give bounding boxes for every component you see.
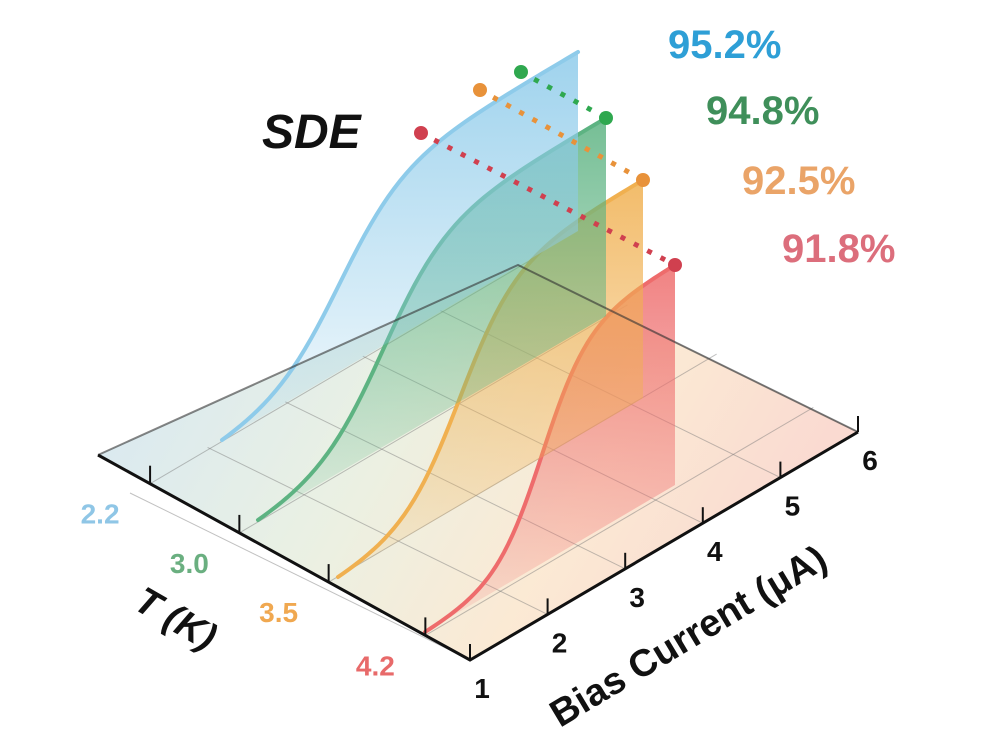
curves (220, 50, 677, 634)
sde-label-4.2: 91.8% (782, 227, 895, 271)
dotted-connector-4.2 (419, 130, 677, 268)
marker-dot (599, 111, 613, 125)
x-tick-label: 5 (785, 491, 801, 522)
x-tick-label: 6 (862, 445, 878, 476)
max-markers: 95.2% 94.8% 92.5% 91.8% (414, 23, 895, 272)
y-tick-label: 3.0 (170, 548, 209, 579)
y-tick-label: 4.2 (356, 650, 395, 681)
curve-line-2.2 (220, 50, 580, 442)
sde-label-3.5: 92.5% (742, 159, 855, 203)
y-tick-label: 2.2 (81, 499, 120, 530)
x-tick-label: 2 (552, 627, 568, 658)
dotted-connector-3.0 (519, 69, 608, 121)
x-tick-label: 1 (474, 673, 490, 704)
grid-line-bias (129, 492, 471, 661)
curve-fill-2.2 (222, 52, 578, 440)
y-axis-label: T (K) (128, 579, 224, 659)
sde-label-2.2: 95.2% (668, 23, 781, 67)
sde-label-3.0: 94.8% (706, 89, 819, 133)
x-tick-label: 3 (629, 582, 645, 613)
grid-line-temperature (425, 406, 814, 636)
marker-dot (668, 258, 682, 272)
marker-dot (414, 126, 428, 140)
marker-dot (636, 173, 650, 187)
marker-dot (473, 83, 487, 97)
marker-dot (514, 65, 528, 79)
dotted-connector-3.5 (478, 87, 645, 183)
floor-edge-back (97, 263, 859, 456)
axis-ticks: 1 2 3 4 5 6 2.2 3.0 3.5 4.2 (81, 416, 878, 704)
chart-title: SDE (262, 106, 363, 159)
y-tick-label: 3.5 (259, 597, 298, 628)
x-tick-label: 4 (707, 536, 723, 567)
